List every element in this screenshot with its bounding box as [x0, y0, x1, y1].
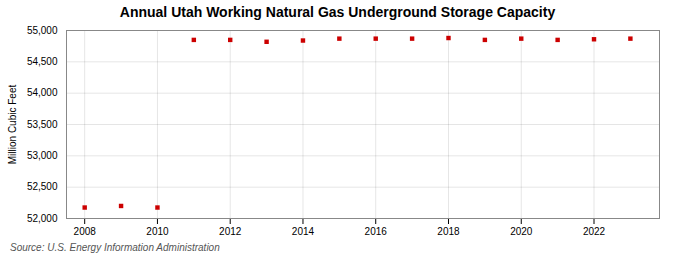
svg-text:54,000: 54,000 — [27, 87, 58, 98]
svg-text:53,000: 53,000 — [27, 150, 58, 161]
svg-text:Million Cubic Feet: Million Cubic Feet — [7, 85, 18, 165]
svg-text:2022: 2022 — [583, 226, 606, 237]
svg-text:53,500: 53,500 — [27, 119, 58, 130]
svg-text:2020: 2020 — [510, 226, 533, 237]
svg-text:2010: 2010 — [146, 226, 169, 237]
svg-text:2014: 2014 — [292, 226, 315, 237]
html-text:Annual Utah Working Natural Ga: Annual Utah Working Natural Gas Undergro… — [119, 4, 556, 20]
svg-text:2016: 2016 — [365, 226, 388, 237]
svg-text:54,500: 54,500 — [27, 56, 58, 67]
svg-text:2018: 2018 — [437, 226, 460, 237]
svg-text:2008: 2008 — [74, 226, 97, 237]
svg-text:2012: 2012 — [219, 226, 242, 237]
svg-text:52,000: 52,000 — [27, 213, 58, 224]
svg-text:52,500: 52,500 — [27, 181, 58, 192]
svg-text:55,000: 55,000 — [27, 25, 58, 36]
html-text:Source: U.S. Energy Informatio: Source: U.S. Energy Information Administ… — [10, 242, 220, 253]
